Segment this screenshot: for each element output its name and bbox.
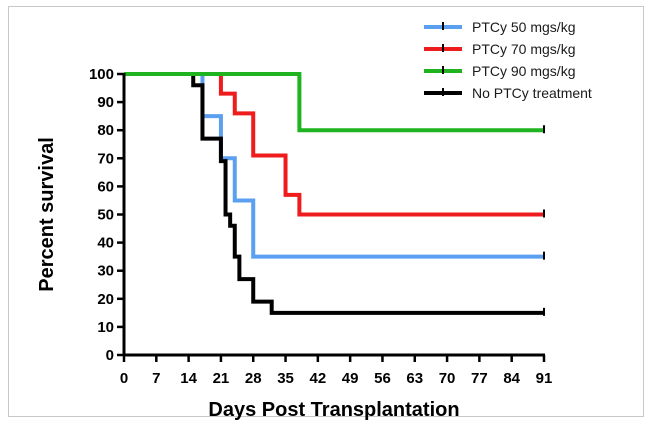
x-tick-label-14: 14 <box>180 370 197 387</box>
x-tick-label-56: 56 <box>374 370 391 387</box>
x-tick-label-7: 7 <box>152 370 160 387</box>
y-tick-label-70: 70 <box>97 150 114 167</box>
y-tick-label-60: 60 <box>97 178 114 195</box>
x-tick-label-21: 21 <box>213 370 230 387</box>
legend: PTCy 50 mgs/kg PTCy 70 mgs/kg PTCy 90 mgs/… <box>424 19 592 101</box>
x-tick-label-35: 35 <box>277 370 294 387</box>
x-tick-label-91: 91 <box>536 370 553 387</box>
series-layer <box>124 72 545 316</box>
chart-frame <box>8 6 644 417</box>
legend-label-3: PTCy 90 mgs/kg <box>472 63 575 79</box>
x-tick-label-63: 63 <box>406 370 423 387</box>
y-tick-label-80: 80 <box>97 122 114 139</box>
x-tick-label-0: 0 <box>120 370 128 387</box>
legend-label-2: PTCy 70 mgs/kg <box>472 41 575 57</box>
x-tick-label-49: 49 <box>342 370 359 387</box>
x-tick-label-42: 42 <box>310 370 327 387</box>
legend-label-1: PTCy 50 mgs/kg <box>472 19 575 35</box>
y-tick-label-90: 90 <box>97 94 114 111</box>
axes-layer: 0 10 20 30 40 50 60 70 80 90 100 0 7 14 21 28 35 42 49 56 63… <box>89 66 552 387</box>
x-axis-title: Days Post Transplantation <box>208 399 459 421</box>
x-tick-label-28: 28 <box>245 370 262 387</box>
y-tick-label-50: 50 <box>97 207 114 224</box>
y-tick-label-10: 10 <box>97 319 114 336</box>
series-line-1 <box>124 72 544 259</box>
y-tick-label-100: 100 <box>89 66 114 83</box>
series-line-3 <box>124 72 544 133</box>
y-axis-title: Percent survival <box>36 137 58 292</box>
y-tick-label-0: 0 <box>106 347 114 364</box>
x-tick-label-84: 84 <box>503 370 520 387</box>
series-line-2 <box>124 72 544 217</box>
y-tick-label-40: 40 <box>97 235 114 252</box>
y-tick-label-30: 30 <box>97 263 114 280</box>
legend-label-4: No PTCy treatment <box>472 85 592 101</box>
x-tick-label-77: 77 <box>471 370 488 387</box>
y-tick-label-20: 20 <box>97 291 114 308</box>
series-line-4 <box>124 72 544 315</box>
x-tick-label-70: 70 <box>439 370 456 387</box>
